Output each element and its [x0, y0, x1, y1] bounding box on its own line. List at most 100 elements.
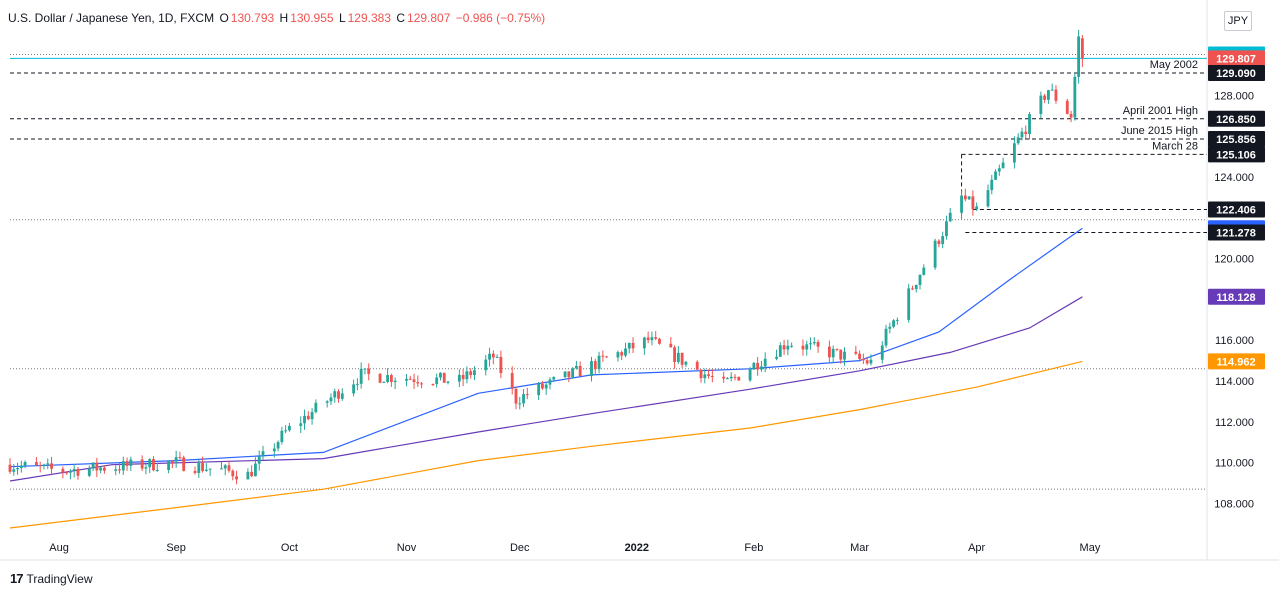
candle-body — [1077, 36, 1081, 77]
candle-body — [61, 468, 65, 473]
candle-body — [578, 365, 582, 377]
candle-body — [167, 461, 171, 470]
candle-body — [525, 394, 529, 396]
moving-averages — [9, 227, 1083, 529]
candle-body — [204, 469, 208, 471]
candle-body — [843, 351, 846, 360]
candle-body — [435, 377, 439, 385]
candle-body — [125, 461, 129, 466]
candle-body — [276, 442, 280, 449]
candle-body — [431, 384, 435, 386]
candle-body — [937, 240, 941, 245]
candle-body — [726, 378, 729, 380]
candle-body — [831, 348, 835, 358]
candle-body — [246, 471, 250, 480]
level-annotation: April 2001 High — [1123, 105, 1198, 117]
price-badge — [1208, 201, 1265, 218]
candle-body — [544, 384, 548, 389]
candle-body — [801, 345, 805, 350]
candle-body — [223, 465, 227, 469]
price-badge — [1208, 110, 1265, 127]
candle-body — [571, 368, 575, 378]
currency-button[interactable]: JPY — [1224, 11, 1252, 31]
candle-body — [786, 345, 790, 350]
candle-body — [144, 467, 148, 469]
candle-body — [805, 344, 809, 350]
candle-body — [442, 372, 446, 383]
candle-body — [695, 361, 699, 370]
candle-body — [306, 415, 310, 420]
price-badge-label: 129.807 — [1216, 53, 1256, 65]
candle-body — [23, 462, 27, 466]
candle-body — [197, 463, 201, 473]
candle-body — [95, 462, 99, 471]
tradingview-brand[interactable]: 17 TradingView — [10, 571, 93, 586]
candle-body — [707, 374, 710, 376]
candle-body — [994, 171, 997, 180]
candle-body — [193, 470, 197, 473]
candle-body — [261, 451, 265, 457]
symbol-title: U.S. Dollar / Japanese Yen, 1D, FXCM — [8, 11, 215, 25]
y-tick-label: 108.000 — [1214, 498, 1254, 510]
candle-body — [703, 374, 707, 379]
candle-body — [775, 356, 778, 359]
candle-body — [763, 358, 767, 367]
candle-body — [1039, 95, 1043, 115]
low-label: L — [338, 11, 346, 25]
candle-body — [461, 374, 465, 380]
candle-body — [310, 412, 314, 420]
candle-body — [129, 459, 133, 466]
candle-body — [118, 469, 121, 471]
candle-body — [593, 361, 597, 370]
y-tick-label: 128.000 — [1214, 90, 1254, 102]
moving-average-mid — [9, 296, 1083, 482]
candle-body — [439, 372, 442, 378]
price-badge-label: 118.128 — [1216, 292, 1255, 304]
grid-lines — [0, 0, 1279, 561]
candle-body — [760, 366, 763, 370]
candle-body — [895, 319, 899, 321]
close-label: C — [396, 11, 406, 25]
candle-body — [355, 383, 359, 385]
candle-body — [38, 465, 42, 467]
candle-body — [367, 368, 371, 374]
candle-body — [76, 468, 80, 476]
candle-body — [918, 274, 922, 285]
y-tick-label: 120.000 — [1214, 254, 1254, 266]
candle-body — [748, 369, 752, 381]
candle-body — [446, 381, 450, 383]
candle-body — [488, 353, 491, 360]
price-badge-label: 125.106 — [1216, 149, 1256, 161]
candle-body — [16, 468, 19, 470]
candle-body — [518, 403, 522, 405]
x-axis[interactable]: Aug Sep Oct Nov Dec 2022 Feb Mar Apr May — [49, 542, 1101, 554]
candle-body — [352, 384, 356, 394]
candle-body — [329, 397, 333, 402]
candle-body — [420, 383, 424, 385]
x-tick-label: 2022 — [625, 542, 649, 554]
candle-body — [405, 378, 408, 381]
price-badge-label: 129.090 — [1216, 68, 1256, 80]
candle-body — [1001, 162, 1005, 169]
candle-body — [809, 343, 812, 345]
candle-body — [457, 374, 461, 382]
candle-body — [590, 361, 593, 377]
candle-body — [303, 415, 306, 424]
candle-body — [642, 337, 646, 349]
candle-body — [722, 376, 726, 379]
candle-body — [960, 195, 963, 213]
moving-average-fast — [9, 227, 1083, 468]
candle-body — [201, 463, 204, 471]
high-value: 130.955 — [290, 11, 334, 25]
price-badges: 130.000129.807129.090126.850125.856125.1… — [1208, 46, 1265, 370]
price-badge-label: 114.962 — [1216, 356, 1255, 368]
candle-body — [816, 342, 820, 347]
candle-body — [963, 195, 967, 200]
candle-body — [631, 342, 635, 349]
candle-body — [537, 383, 541, 396]
change-value: −0.986 (−0.75%) — [455, 11, 546, 25]
x-tick-label: Mar — [850, 542, 869, 554]
candle-body — [254, 463, 257, 477]
